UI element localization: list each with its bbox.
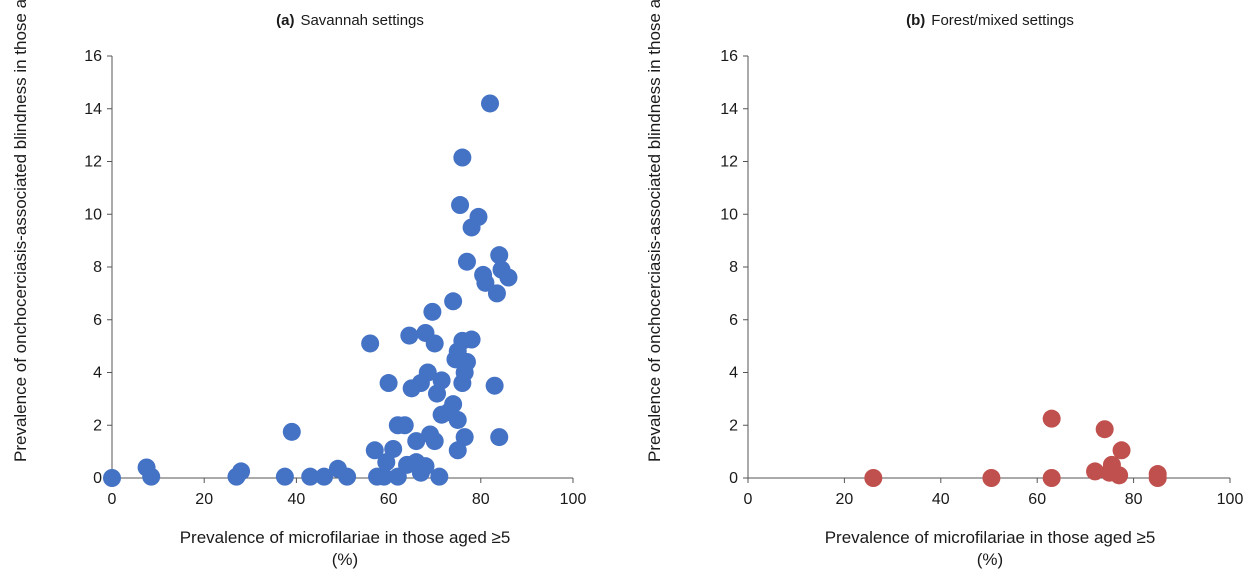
- data-point: [481, 94, 500, 113]
- data-point: [457, 252, 476, 271]
- x-tick-label: 20: [195, 491, 213, 508]
- data-point: [1042, 469, 1061, 487]
- data-point: [377, 453, 396, 472]
- panel-b-xlabel: Prevalence of microfilariae in those age…: [824, 528, 1156, 569]
- data-point: [425, 432, 444, 451]
- data-point: [395, 416, 414, 435]
- y-tick-label: 8: [93, 259, 102, 276]
- data-point: [432, 371, 451, 390]
- data-point: [1110, 466, 1129, 485]
- x-tick-label: 0: [108, 491, 117, 508]
- data-point: [282, 422, 301, 441]
- data-point: [315, 467, 334, 486]
- y-tick-label: 8: [729, 259, 738, 276]
- scatter-plot-a: 0 2 4 6 8 10 12 14 16 0 20 40 60 80 100: [84, 48, 587, 508]
- data-point: [448, 410, 467, 429]
- data-point: [425, 334, 444, 353]
- scatter-plot-b: 0 2 4 6 8 10 12 14 16 0 20 40 60 80 100: [720, 48, 1244, 508]
- data-point: [103, 469, 121, 487]
- panel-a: (a) Savannah settings 0 2 4 6 8 10 12 14 16 0 20 40 6…: [0, 0, 620, 572]
- x-tick-label: 60: [1028, 491, 1046, 508]
- y-tick-label: 16: [84, 48, 102, 65]
- data-point: [485, 376, 504, 395]
- data-point: [384, 439, 403, 458]
- data-point: [1148, 465, 1167, 484]
- x-tick-label: 80: [1125, 491, 1143, 508]
- data-point: [476, 273, 495, 292]
- data-point: [374, 467, 393, 486]
- y-tick-label: 14: [720, 101, 738, 118]
- data-point: [338, 467, 357, 486]
- data-point: [982, 469, 1001, 487]
- x-tick-label: 40: [932, 491, 950, 508]
- data-point: [462, 330, 481, 349]
- data-point: [455, 428, 474, 447]
- data-point: [430, 467, 449, 486]
- panel-b-ylabel: Prevalence of onchocerciasis-associated …: [644, 0, 666, 462]
- data-point: [361, 334, 380, 353]
- data-point: [407, 432, 426, 451]
- y-tick-label: 10: [84, 206, 102, 223]
- data-point: [499, 268, 518, 287]
- y-tick-label: 16: [720, 48, 738, 65]
- panel-b-title: (b) Forest/mixed settings: [810, 12, 1170, 29]
- panel-b-letter: (b): [906, 12, 926, 29]
- y-tick-label: 2: [729, 417, 738, 434]
- data-point: [379, 374, 398, 393]
- y-tick-label: 12: [84, 154, 102, 171]
- panel-b: (b) Forest/mixed settings 0 2 4 6 8 10 12 14 16 0 2…: [630, 0, 1250, 572]
- y-tick-label: 14: [84, 101, 102, 118]
- x-tick-label: 40: [288, 491, 306, 508]
- y-tick-label: 4: [93, 365, 102, 382]
- data-point: [416, 457, 435, 476]
- data-point: [448, 441, 467, 460]
- panel-a-ylabel-text: Prevalence of onchocerciasis-associated …: [11, 0, 30, 462]
- y-tick-label: 6: [93, 312, 102, 329]
- panel-a-letter: (a): [276, 12, 295, 29]
- data-point: [1112, 441, 1131, 460]
- y-tick-label: 2: [93, 417, 102, 434]
- data-point: [418, 363, 437, 382]
- y-tick-label: 6: [729, 312, 738, 329]
- x-tick-label: 20: [836, 491, 854, 508]
- x-tick-label: 100: [560, 491, 587, 508]
- data-point: [1042, 409, 1061, 428]
- y-tick-label: 12: [720, 154, 738, 171]
- data-point: [1086, 462, 1105, 481]
- data-point: [457, 352, 476, 371]
- data-point: [232, 462, 251, 481]
- data-point: [451, 196, 470, 215]
- data-point: [365, 441, 384, 460]
- x-tick-label: 80: [472, 491, 490, 508]
- x-tick-label: 60: [380, 491, 398, 508]
- data-point: [275, 467, 294, 486]
- x-tick-label: 0: [744, 491, 753, 508]
- data-point: [453, 148, 472, 167]
- y-tick-label: 0: [729, 470, 738, 487]
- data-point: [444, 292, 463, 311]
- data-point: [490, 246, 509, 265]
- panel-a-title-text: Savannah settings: [300, 12, 424, 29]
- data-point: [487, 284, 506, 303]
- data-point: [400, 326, 419, 345]
- data-point: [469, 207, 488, 226]
- data-point: [423, 302, 442, 321]
- data-point: [490, 428, 509, 447]
- data-point: [142, 467, 161, 486]
- panel-a-xlabel: Prevalence of microfilariae in those age…: [179, 528, 511, 569]
- panel-b-ylabel-text: Prevalence of onchocerciasis-associated …: [645, 0, 664, 462]
- data-point: [301, 467, 320, 486]
- panel-a-ylabel: Prevalence of onchocerciasis-associated …: [10, 0, 32, 462]
- panel-a-title: (a) Savannah settings: [170, 12, 530, 29]
- y-tick-label: 10: [720, 206, 738, 223]
- data-point: [444, 395, 463, 414]
- y-tick-label: 0: [93, 470, 102, 487]
- panel-b-title-text: Forest/mixed settings: [931, 12, 1074, 29]
- y-tick-label: 4: [729, 365, 738, 382]
- x-tick-label: 100: [1217, 491, 1244, 508]
- data-point: [864, 469, 883, 487]
- data-point: [1095, 420, 1114, 439]
